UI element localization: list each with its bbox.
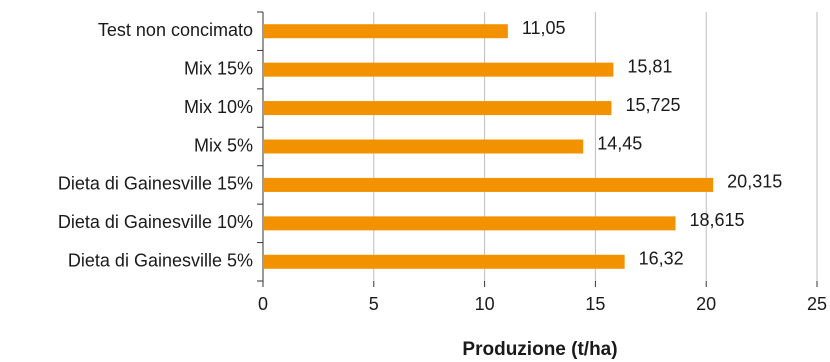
x-tick-label: 20 [696, 294, 716, 314]
x-tick-label: 0 [258, 294, 268, 314]
x-tick-label: 15 [585, 294, 605, 314]
bar [263, 101, 612, 116]
x-tick-label: 5 [369, 294, 379, 314]
y-tick-label: Mix 15% [184, 58, 253, 78]
x-tick-label: 10 [475, 294, 495, 314]
bar [263, 216, 676, 231]
x-axis-label: Produzione (t/ha) [462, 339, 617, 360]
x-tick-label: 25 [807, 294, 827, 314]
y-tick-label: Dieta di Gainesville 15% [58, 174, 253, 194]
bar [263, 254, 625, 269]
value-label: 11,05 [522, 18, 566, 38]
value-label: 15,725 [625, 95, 680, 115]
value-label: 20,315 [727, 172, 782, 192]
value-label: 16,32 [639, 249, 684, 269]
bar [263, 24, 508, 39]
y-tick-label: Mix 10% [184, 97, 253, 117]
bar [263, 62, 614, 77]
value-label: 14,45 [597, 133, 642, 153]
y-tick-label: Test non concimato [98, 20, 253, 40]
value-label: 15,81 [627, 56, 672, 76]
value-label: 18,615 [690, 210, 745, 230]
bar [263, 177, 714, 192]
y-tick-label: Dieta di Gainesville 5% [68, 251, 253, 271]
y-tick-label: Mix 5% [194, 135, 253, 155]
bar [263, 139, 584, 154]
y-tick-label: Dieta di Gainesville 10% [58, 212, 253, 232]
